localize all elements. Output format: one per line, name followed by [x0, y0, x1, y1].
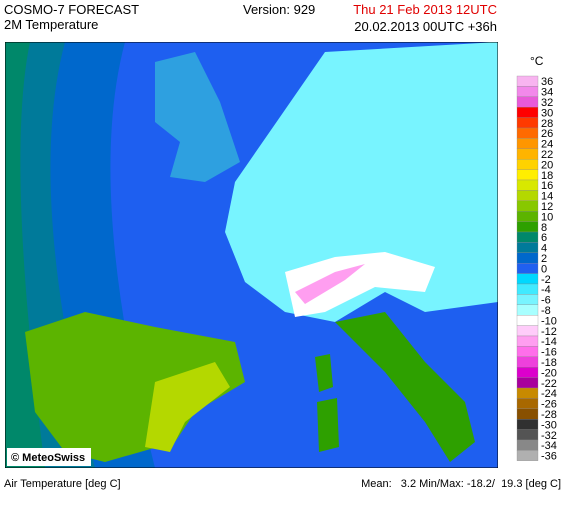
legend-swatch — [516, 221, 539, 233]
legend-swatch — [516, 450, 539, 461]
legend-label: 0 — [541, 263, 547, 275]
legend-swatch — [516, 179, 539, 191]
legend-swatch — [516, 107, 539, 118]
legend-swatch — [516, 242, 539, 253]
legend-label: -30 — [541, 419, 557, 431]
legend-label: -4 — [541, 284, 551, 296]
legend-swatch — [516, 263, 539, 274]
legend-label: 32 — [541, 97, 553, 109]
sea-band — [5, 42, 45, 468]
legend-swatch — [516, 294, 539, 305]
legend-label: 8 — [541, 222, 547, 234]
legend-label: -26 — [541, 399, 557, 411]
legend-swatch — [516, 117, 539, 129]
legend-label: 36 — [541, 76, 553, 88]
legend-label: -36 — [541, 451, 557, 463]
legend-swatch — [516, 408, 539, 420]
legend-label: 6 — [541, 232, 547, 244]
iberia-south — [145, 362, 230, 452]
legend-swatch — [516, 231, 539, 243]
legend-label: -16 — [541, 347, 557, 359]
legend-label: 16 — [541, 180, 553, 192]
legend-label: -24 — [541, 388, 557, 400]
legend-label: -2 — [541, 274, 551, 286]
legend-swatch — [516, 75, 539, 87]
legend-swatch — [516, 190, 539, 201]
corsica — [315, 354, 333, 392]
legend-label: 10 — [541, 211, 553, 223]
legend-swatch — [516, 304, 539, 316]
legend-label: 14 — [541, 191, 553, 203]
legend-label: 24 — [541, 139, 553, 151]
legend-label: -18 — [541, 357, 557, 369]
legend-swatch — [516, 200, 539, 212]
legend-swatch — [516, 335, 539, 347]
legend-swatch — [516, 387, 539, 399]
legend-label: 20 — [541, 159, 553, 171]
legend-swatch — [516, 419, 539, 430]
map: © MeteoSwiss — [5, 42, 498, 468]
legend-swatch — [516, 273, 539, 285]
legend-label: -6 — [541, 295, 551, 307]
legend-label: 30 — [541, 107, 553, 119]
legend-label: -10 — [541, 315, 557, 327]
legend-label: 34 — [541, 87, 553, 99]
legend-swatch — [516, 429, 539, 441]
legend-swatch — [516, 283, 539, 295]
legend-swatch — [516, 346, 539, 357]
legend-label: 22 — [541, 149, 553, 161]
title: COSMO-7 FORECAST — [4, 2, 140, 17]
central-europe — [225, 42, 498, 322]
credit: © MeteoSwiss — [11, 452, 85, 464]
legend-swatch — [516, 377, 539, 389]
legend-swatch — [516, 96, 539, 108]
iberia — [25, 312, 245, 462]
valid-time: Thu 21 Feb 2013 12UTC — [353, 2, 497, 17]
legend-label: -12 — [541, 326, 557, 338]
italy — [335, 312, 475, 462]
legend-label: 12 — [541, 201, 553, 213]
britain — [155, 52, 240, 182]
alps — [285, 252, 435, 317]
legend-label: 4 — [541, 243, 547, 255]
legend-swatch — [516, 169, 539, 181]
alps-peaks — [295, 264, 365, 304]
credit-box — [7, 448, 91, 466]
legend-swatch — [516, 127, 539, 139]
legend-label: 18 — [541, 170, 553, 182]
version: Version: 929 — [243, 2, 316, 17]
legend-swatch — [516, 252, 539, 264]
subtitle: 2M Temperature — [4, 17, 99, 32]
stats: Mean: 3.2 Min/Max: -18.2/ 19.3 [deg C] — [361, 478, 561, 490]
legend-label: 28 — [541, 118, 553, 130]
legend-label: 26 — [541, 128, 553, 140]
legend-swatch — [516, 356, 539, 368]
legend-label: -32 — [541, 430, 557, 442]
parameter: Air Temperature [deg C] — [4, 478, 121, 490]
legend-label: -28 — [541, 409, 557, 421]
run-time: 20.02.2013 00UTC +36h — [354, 19, 497, 34]
legend-label: -34 — [541, 440, 557, 452]
legend: °C 363432302826242220181614121086420-2-4… — [516, 54, 557, 463]
legend-label: -22 — [541, 378, 557, 390]
legend-label: -8 — [541, 305, 551, 317]
legend-label: -14 — [541, 336, 557, 348]
legend-swatch — [516, 367, 539, 378]
legend-label: -20 — [541, 367, 557, 379]
legend-swatch — [516, 159, 539, 170]
legend-swatch — [516, 211, 539, 222]
legend-swatch — [516, 439, 539, 451]
sardinia — [317, 398, 339, 452]
legend-swatch — [516, 148, 539, 160]
legend-swatch — [516, 315, 539, 326]
legend-swatch — [516, 398, 539, 409]
legend-swatch — [516, 86, 539, 97]
legend-swatch — [516, 325, 539, 337]
legend-label: 2 — [541, 253, 547, 265]
legend-unit: °C — [530, 54, 544, 68]
legend-swatch — [516, 138, 539, 149]
